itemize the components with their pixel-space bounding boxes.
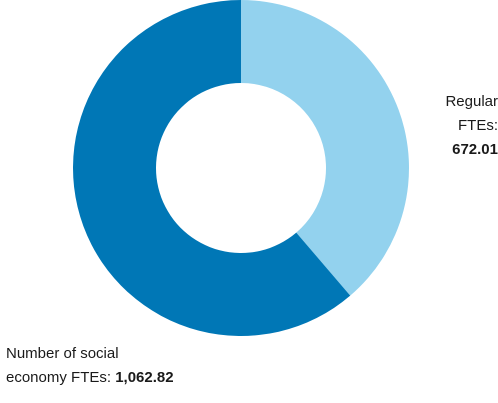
slice-label-social-economy: Number of social economy FTEs: 1,062.82 (6, 342, 266, 390)
slice-value-regular: 672.01 (452, 141, 498, 158)
slice-label-regular-line2: FTEs: (458, 117, 498, 134)
donut-slice-regular (241, 0, 409, 296)
slice-label-social-line2: economy FTEs: (6, 369, 112, 386)
slice-label-social-line1: Number of social (6, 345, 119, 362)
donut-slice-social-economy (73, 0, 351, 337)
slice-label-regular-line1: Regular (445, 93, 498, 110)
slice-label-regular: Regular FTEs: 672.01 (408, 90, 498, 162)
slice-value-social-economy: 1,062.82 (115, 369, 174, 386)
